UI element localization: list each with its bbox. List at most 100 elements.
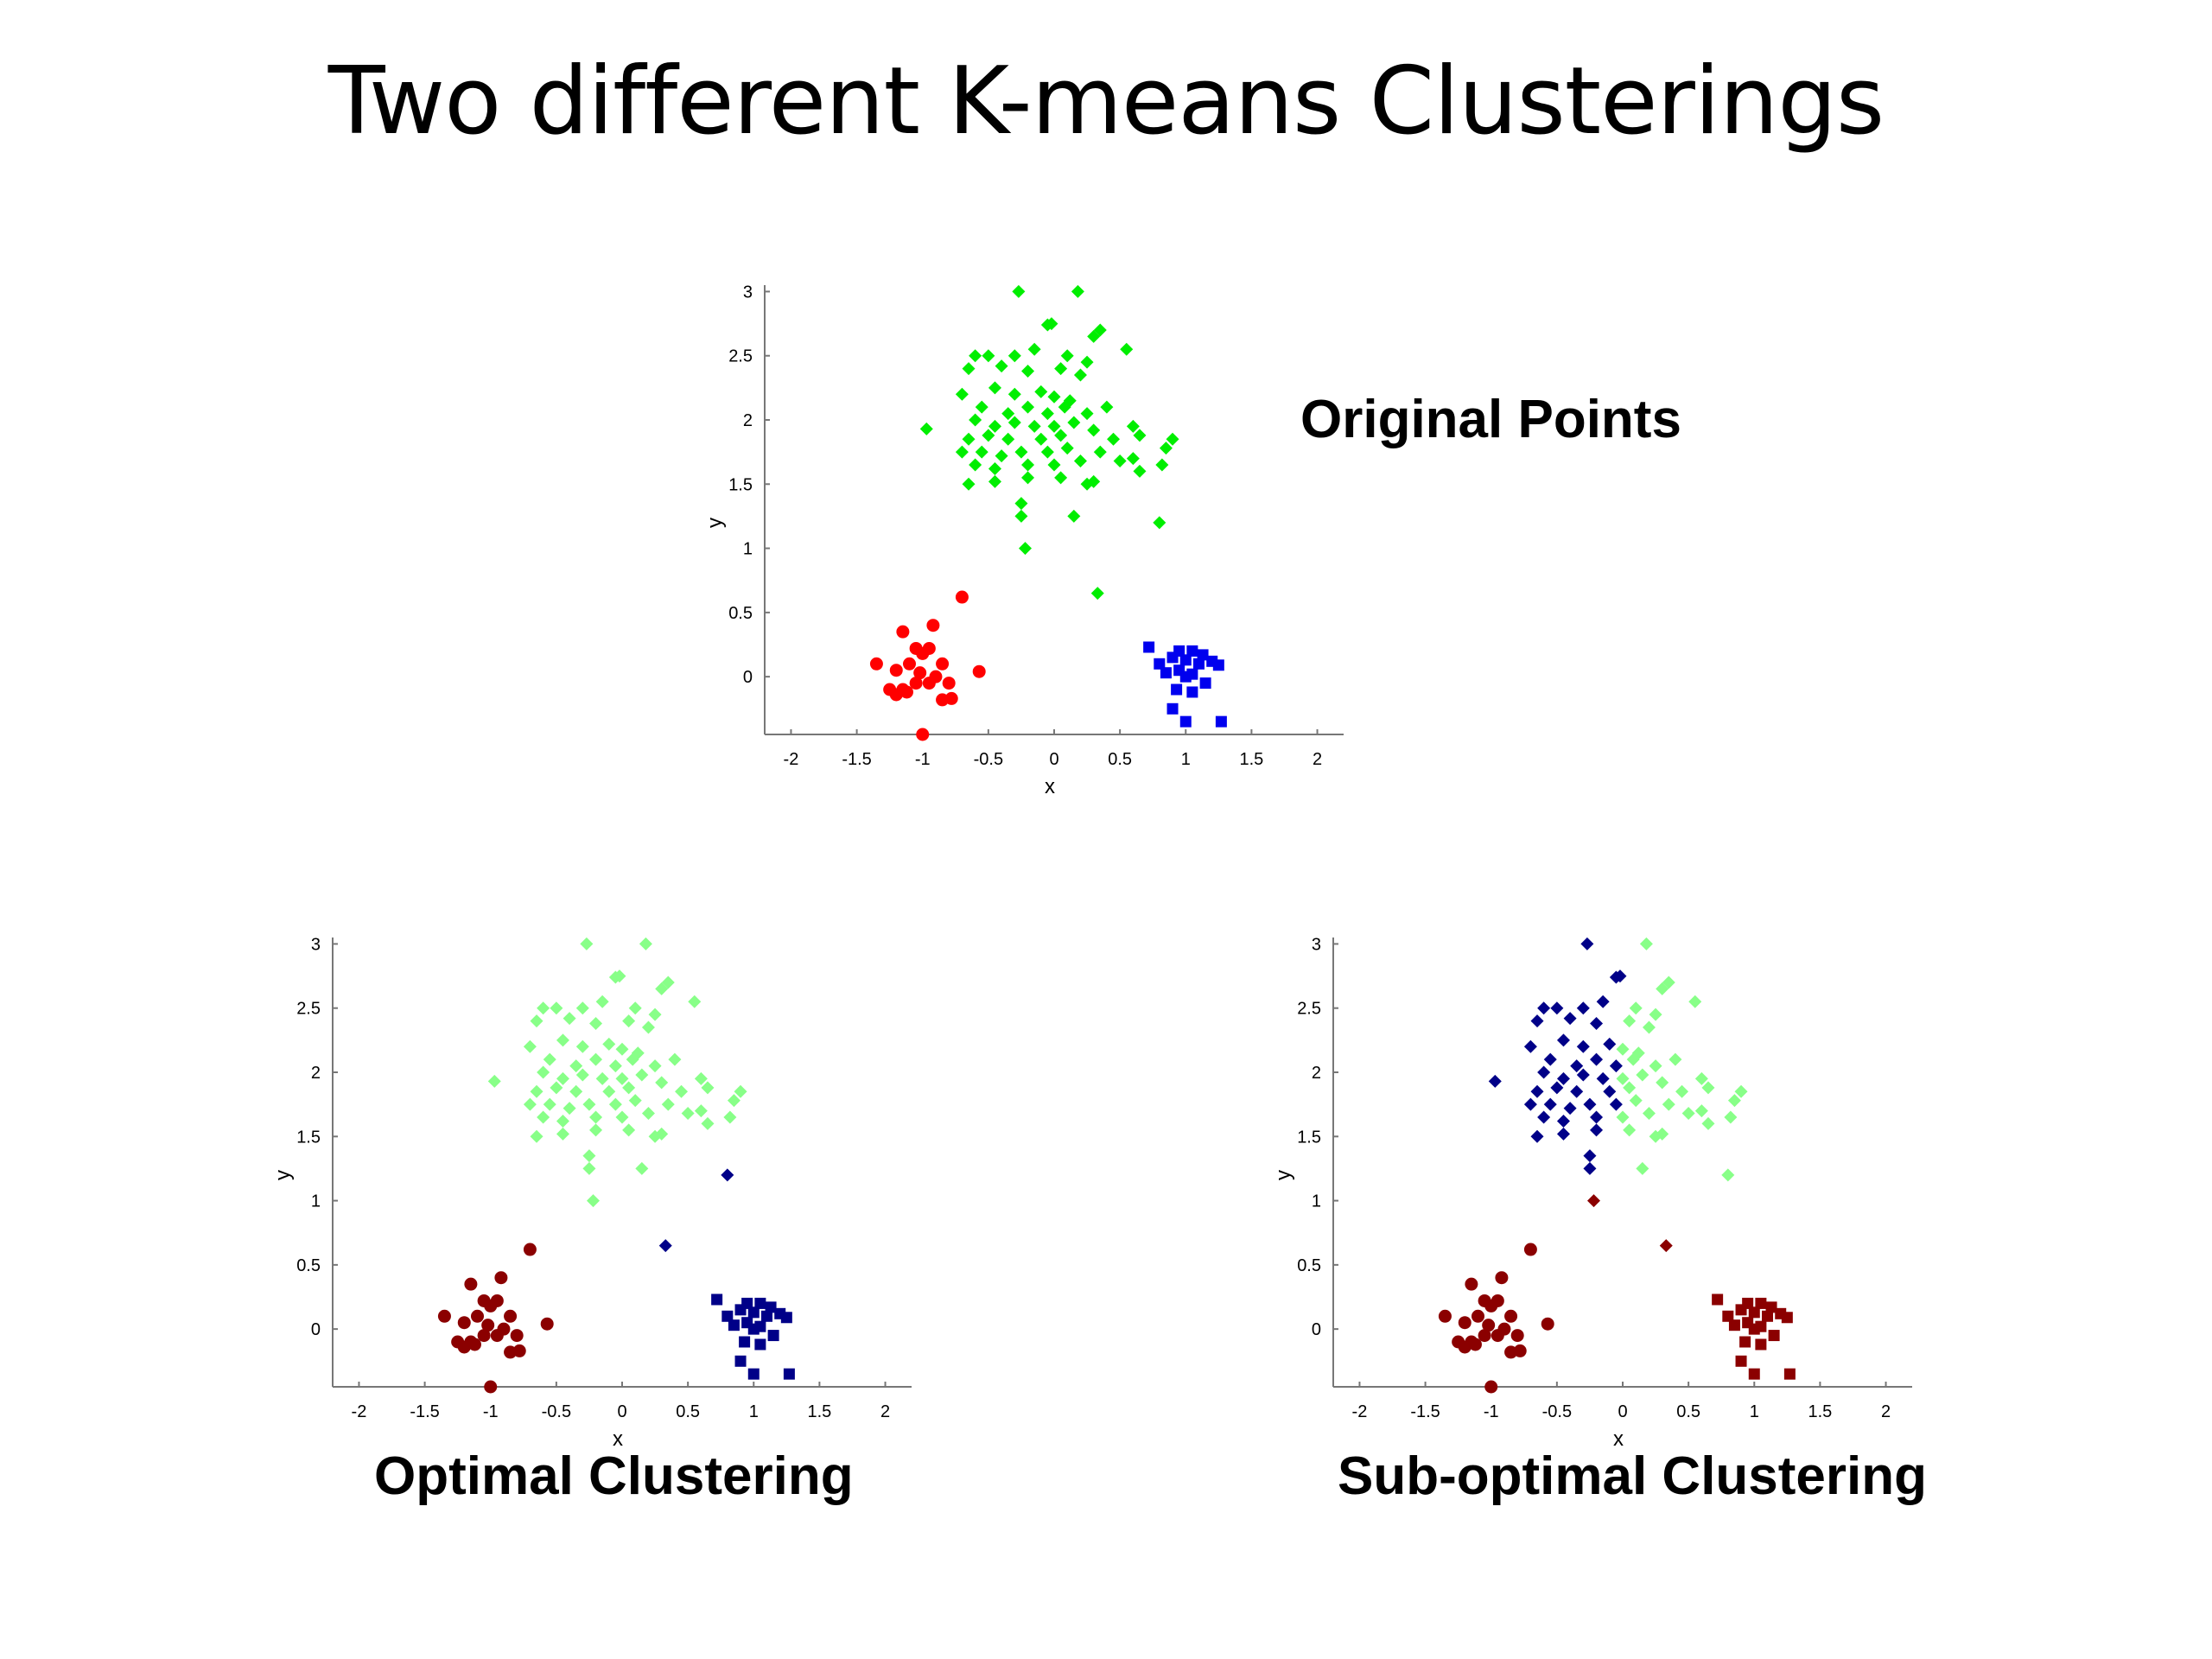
x-tick-label: -2 xyxy=(352,1402,367,1421)
caption-suboptimal-clustering: Sub-optimal Clustering xyxy=(1338,1446,1927,1506)
data-point-circle xyxy=(889,664,903,677)
data-point-diamond xyxy=(1133,464,1147,478)
data-point-circle xyxy=(913,666,927,680)
x-tick-label: 0 xyxy=(1618,1402,1627,1421)
x-tick-label: 0.5 xyxy=(1108,750,1132,769)
data-point-diamond xyxy=(655,982,669,995)
data-point-square xyxy=(1193,658,1205,670)
data-point-circle xyxy=(972,664,986,678)
data-point-diamond xyxy=(734,1084,747,1098)
data-point-diamond xyxy=(1556,1114,1570,1128)
data-point-diamond xyxy=(1596,995,1610,1008)
data-point-diamond xyxy=(1060,349,1074,363)
data-point-square xyxy=(754,1338,766,1351)
data-point-diamond xyxy=(1642,1107,1656,1121)
data-point-diamond xyxy=(1007,416,1021,429)
caption-optimal-clustering: Optimal Clustering xyxy=(374,1446,854,1506)
x-tick-label: 1 xyxy=(749,1402,759,1421)
y-tick-label: 2.5 xyxy=(728,347,753,366)
data-point-diamond xyxy=(622,1014,636,1028)
x-tick-label: 0.5 xyxy=(1676,1402,1700,1421)
data-point-diamond xyxy=(1642,1020,1656,1034)
data-point-diamond xyxy=(1093,445,1107,459)
data-point-diamond xyxy=(1570,1084,1584,1098)
y-tick-label: 0.5 xyxy=(296,1256,321,1275)
data-point-diamond xyxy=(1087,329,1101,343)
data-point-diamond xyxy=(694,1104,708,1118)
data-point-diamond xyxy=(639,937,652,950)
scatter-plot-optimal: -2 -1.5 -1 -0.5 0 0.5 1 1.5 2 0 0.5 1 1.5 2 2.5 3 x y xyxy=(271,935,912,1451)
data-point-circle xyxy=(922,677,936,690)
data-point-square xyxy=(1768,1330,1780,1342)
data-point-diamond xyxy=(1626,1052,1640,1066)
data-point-diamond xyxy=(1063,394,1077,408)
data-point-diamond xyxy=(648,1059,662,1073)
data-point-circle xyxy=(494,1271,508,1285)
data-point-diamond xyxy=(563,1012,576,1026)
data-point-diamond xyxy=(969,349,982,363)
data-point-circle xyxy=(457,1316,471,1330)
data-point-square xyxy=(754,1297,766,1309)
data-point-square xyxy=(765,1301,777,1313)
data-point-diamond xyxy=(962,477,976,491)
y-tick-label: 3 xyxy=(311,935,321,954)
data-point-diamond xyxy=(615,1071,629,1085)
x-tick-label: -1.5 xyxy=(842,750,871,769)
data-point-diamond xyxy=(589,1052,603,1066)
data-point-diamond xyxy=(1543,1052,1557,1066)
y-tick-label: 2 xyxy=(311,1064,321,1083)
data-point-diamond xyxy=(723,1110,737,1124)
series-diamond xyxy=(1616,937,1748,1182)
data-point-diamond xyxy=(701,1081,715,1095)
data-point-circle xyxy=(955,590,969,604)
data-point-diamond xyxy=(701,1116,715,1130)
data-point-square xyxy=(734,1304,747,1316)
data-point-diamond xyxy=(589,1110,603,1124)
x-tick-label: 0.5 xyxy=(676,1402,700,1421)
data-point-circle xyxy=(926,619,940,632)
data-point-circle xyxy=(484,1299,498,1313)
data-point-diamond xyxy=(1073,454,1087,468)
data-point-diamond xyxy=(1047,390,1061,404)
data-point-diamond xyxy=(995,449,1008,463)
y-tick-label: 1.5 xyxy=(296,1128,321,1147)
data-point-square xyxy=(1179,654,1192,666)
data-point-diamond xyxy=(1563,1012,1577,1026)
data-point-diamond xyxy=(1001,407,1015,421)
data-point-diamond xyxy=(1087,474,1101,488)
data-point-square xyxy=(1179,715,1192,728)
data-point-diamond xyxy=(988,461,1001,475)
data-point-diamond xyxy=(622,1081,636,1095)
data-point-diamond xyxy=(1623,1014,1637,1028)
data-point-diamond xyxy=(668,1052,682,1066)
data-point-diamond xyxy=(721,1168,734,1182)
data-point-diamond xyxy=(1060,442,1074,455)
data-point-diamond xyxy=(995,359,1008,373)
x-tick-label: -1.5 xyxy=(410,1402,439,1421)
y-tick-label: 1 xyxy=(743,540,753,559)
data-point-diamond xyxy=(1537,1110,1551,1124)
data-point-diamond xyxy=(523,1097,537,1111)
series-square xyxy=(1712,1294,1796,1380)
data-point-diamond xyxy=(969,413,982,427)
data-point-diamond xyxy=(1155,458,1169,472)
data-point-diamond xyxy=(523,1039,537,1053)
data-point-circle xyxy=(1491,1329,1504,1343)
data-point-circle xyxy=(464,1277,478,1291)
data-point-diamond xyxy=(1067,416,1081,429)
data-point-diamond xyxy=(675,1084,689,1098)
data-point-diamond xyxy=(1603,1037,1617,1051)
data-point-diamond xyxy=(1012,284,1026,298)
data-point-diamond xyxy=(1120,342,1134,356)
data-point-diamond xyxy=(1669,1052,1682,1066)
data-point-circle xyxy=(942,677,956,690)
data-point-diamond xyxy=(556,1033,569,1047)
data-point-diamond xyxy=(1001,432,1015,446)
data-point-diamond xyxy=(641,1020,655,1034)
data-point-diamond xyxy=(1688,995,1702,1008)
data-point-diamond xyxy=(1656,982,1669,995)
data-point-diamond xyxy=(982,429,995,442)
data-point-diamond xyxy=(1623,1123,1637,1137)
data-point-diamond xyxy=(1021,400,1035,414)
data-point-diamond xyxy=(648,1007,662,1021)
